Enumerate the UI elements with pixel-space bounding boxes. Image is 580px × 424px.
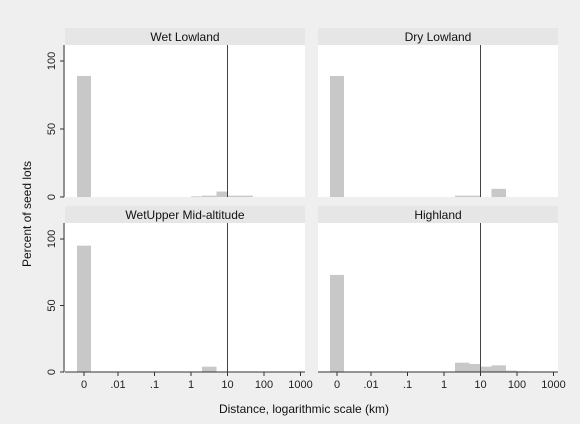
histogram-bar [77, 75, 91, 197]
panel-title: Dry Lowland [405, 30, 472, 44]
histogram-bar [77, 245, 91, 372]
x-tick-label: 100 [508, 379, 526, 391]
histogram-bar [330, 75, 344, 197]
histogram-bar [238, 195, 254, 197]
histogram-bar [480, 366, 492, 372]
x-tick-label: 0 [334, 379, 340, 391]
x-tick-label: .1 [403, 379, 412, 391]
histogram-bar [201, 195, 217, 197]
histogram-bar [191, 196, 202, 198]
panel-strip [318, 206, 558, 223]
panel-strip [318, 28, 558, 45]
histogram-bar [491, 188, 507, 197]
panel-4: Highland 0 .01 .1 1 10 100 1000 [318, 206, 566, 391]
panel-title: WetUpper Mid-altitude [125, 208, 244, 222]
x-tick-label: 100 [255, 379, 273, 391]
y-tick-label: 100 [46, 52, 58, 70]
x-tick-label: 10 [221, 379, 233, 391]
histogram-bar [216, 191, 228, 197]
panel-2: Dry Lowland [318, 28, 558, 197]
x-tick-label: 1000 [541, 379, 565, 391]
x-tick-label: .1 [150, 379, 159, 391]
y-tick-label: 0 [46, 194, 58, 200]
panel-strip [65, 28, 305, 45]
panel-title: Wet Lowland [150, 30, 219, 44]
panel-1: Wet Lowland 0 50 100 [46, 28, 305, 200]
y-tick-label: 50 [46, 299, 58, 311]
histogram-bar [227, 195, 239, 197]
histogram-bar [454, 195, 481, 197]
x-tick-label: .01 [363, 379, 378, 391]
x-tick-label: .01 [110, 379, 125, 391]
histogram-bar [330, 274, 344, 372]
x-tick-label: 10 [474, 379, 486, 391]
y-tick-label: 0 [46, 369, 58, 375]
histogram-bar [506, 370, 517, 372]
plot-area [318, 223, 558, 372]
panel-title: Highland [414, 208, 461, 222]
panel-strip [65, 206, 305, 223]
histogram-bar [454, 362, 470, 372]
x-tick-label: 1 [188, 379, 194, 391]
plot-area [65, 223, 305, 372]
x-tick-label: 1 [441, 379, 447, 391]
plot-area [65, 45, 305, 197]
y-axis-label: Percent of seed lots [20, 161, 34, 267]
histogram-bar [491, 365, 507, 372]
x-axis-label: Distance, logarithmic scale (km) [219, 402, 389, 416]
x-tick-label: 1000 [288, 379, 312, 391]
plot-area [318, 45, 558, 197]
y-tick-label: 100 [46, 230, 58, 248]
x-tick-label: 0 [81, 379, 87, 391]
histogram-bar [201, 366, 217, 372]
histogram-bar [469, 364, 481, 372]
y-tick-label: 50 [46, 123, 58, 135]
